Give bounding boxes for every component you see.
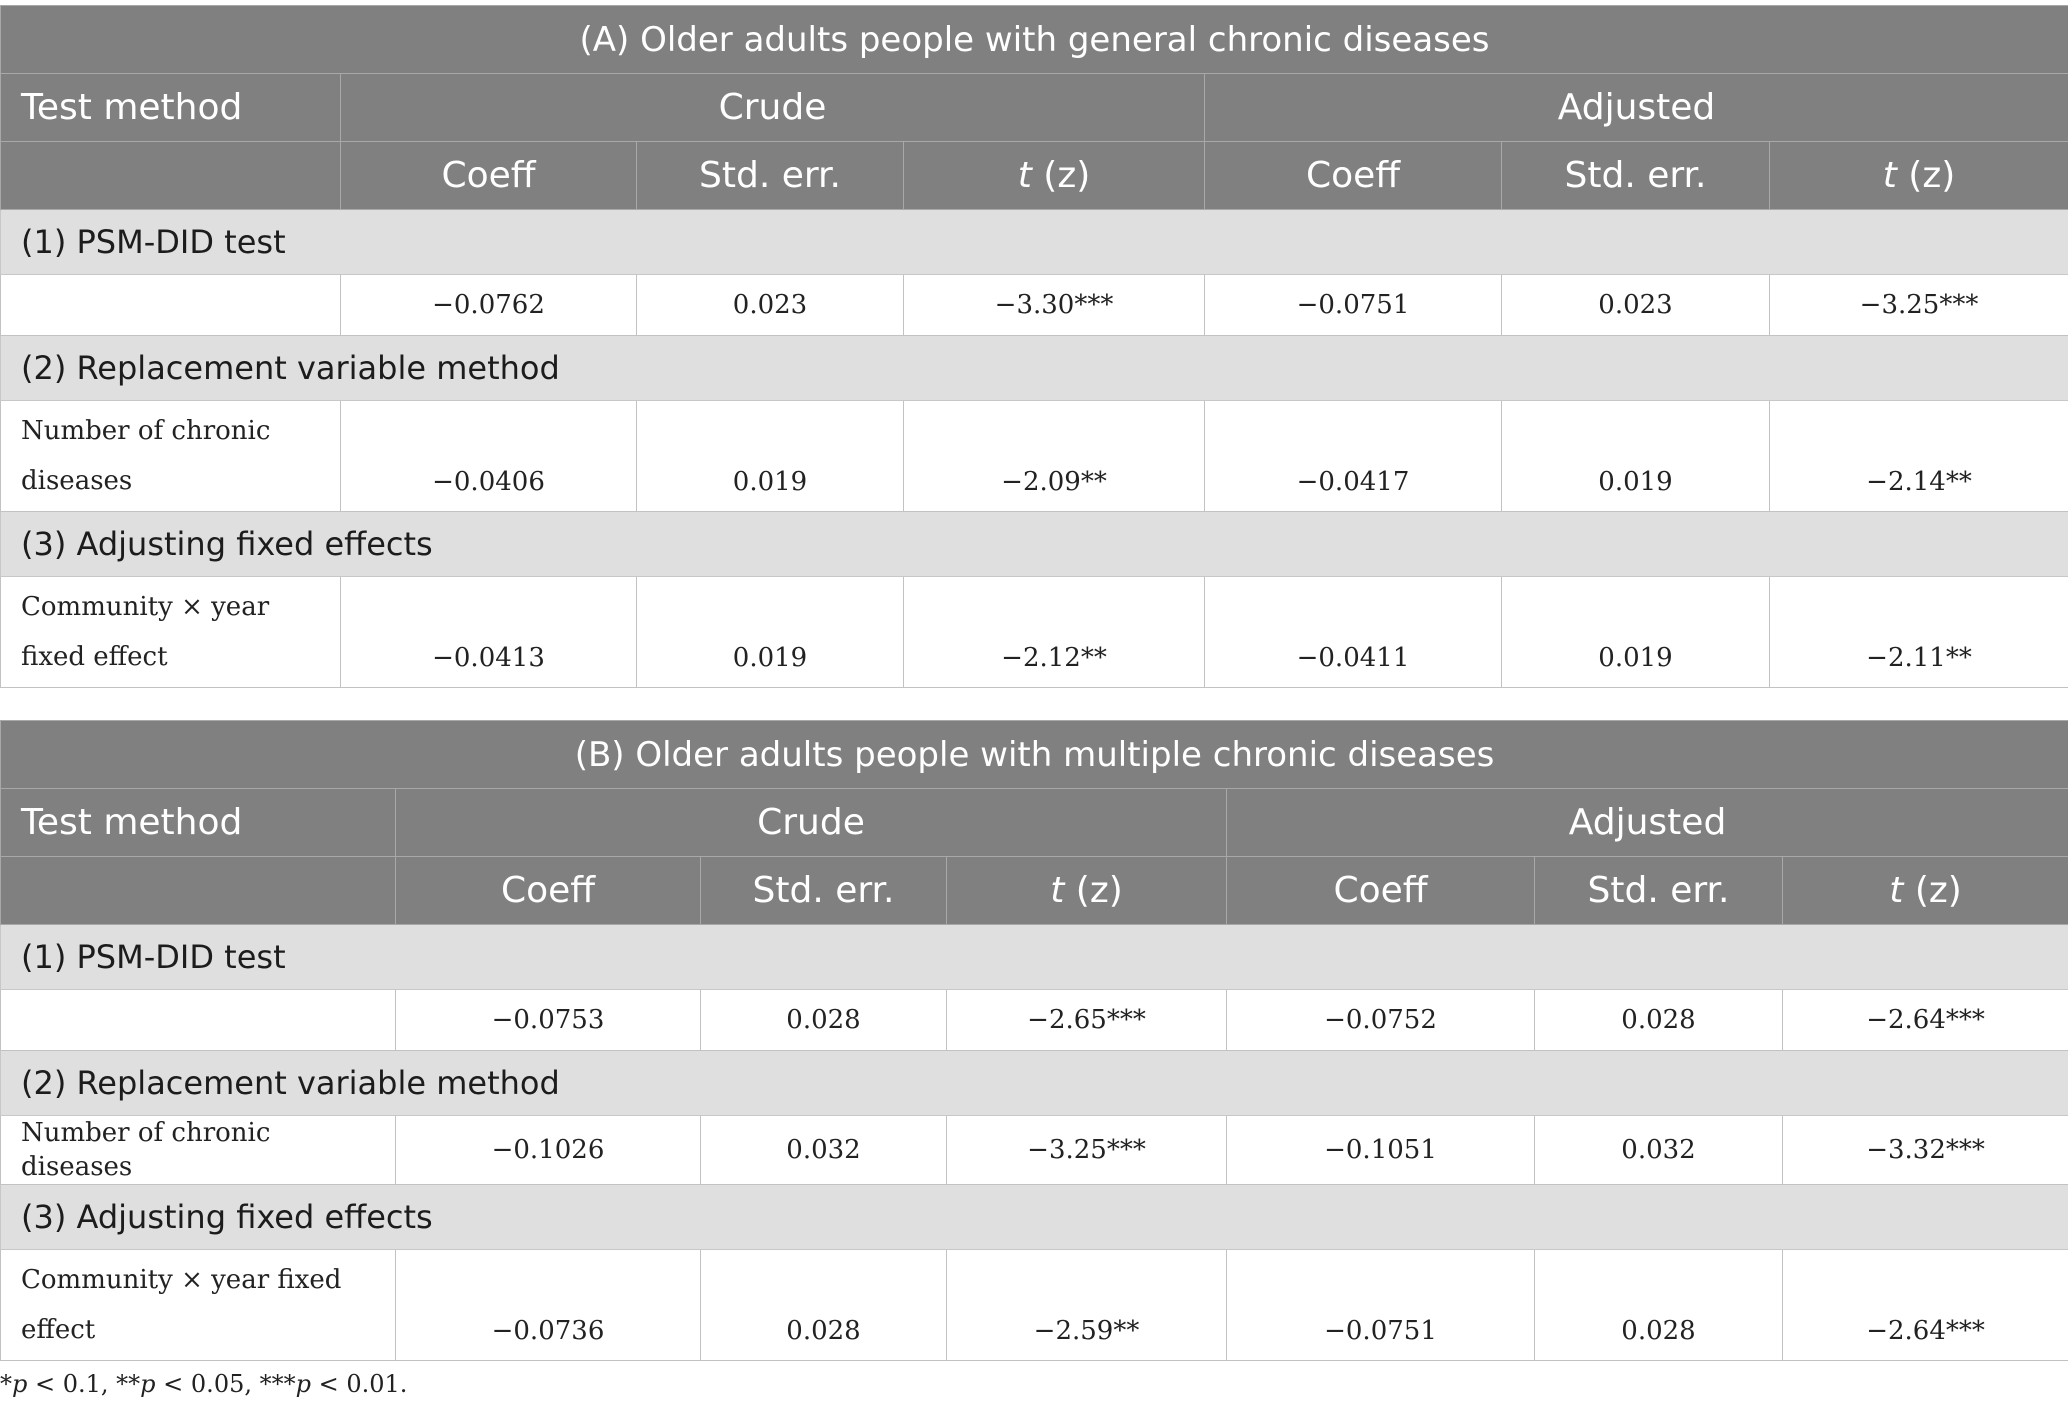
adjusted-t: −2.11** [1768,576,2068,688]
adjusted-std-err: 0.028 [1534,989,1783,1051]
crude-t: −2.12** [903,576,1205,688]
adjusted-coeff: −0.0751 [1226,1249,1535,1361]
coeff-header: Coeff [1226,856,1535,925]
z-label: (z) [1043,155,1091,196]
adjusted-t: −2.14** [1768,400,2068,512]
crude-coeff: −0.0753 [395,989,701,1051]
crude-std-err: 0.019 [636,576,904,688]
table-row: Community × year fixed effect −0.0736 0.… [0,1249,2068,1361]
adjusted-coeff: −0.0752 [1226,989,1535,1051]
crude-coeff: −0.0762 [340,274,637,336]
z-label: (z) [1908,155,1956,196]
adjusted-std-err: 0.019 [1501,576,1770,688]
t-z-header: t (z) [1781,856,2068,925]
std-err-header: Std. err. [636,141,904,210]
table-row: Number of chronic diseases −0.1026 0.032… [0,1115,2068,1185]
std-err-header: Std. err. [700,856,947,925]
std-err-header: Std. err. [1501,141,1770,210]
adjusted-std-err: 0.023 [1501,274,1770,336]
coeff-header: Coeff [340,141,637,210]
footnote-p: p [295,1370,311,1398]
adjusted-std-err: 0.032 [1534,1115,1783,1185]
empty-header-cell [0,856,396,925]
section-label: (1) PSM-DID test [0,209,2068,275]
crude-coeff: −0.0406 [340,400,637,512]
t-z-header: t (z) [903,141,1205,210]
crude-t: −2.09** [903,400,1205,512]
t-label: t [1882,155,1897,196]
crude-t: −2.59** [946,1249,1227,1361]
adjusted-coeff: −0.0417 [1204,400,1502,512]
crude-coeff: −0.1026 [395,1115,701,1185]
section-label: (3) Adjusting fixed effects [0,511,2068,577]
std-err-header: Std. err. [1534,856,1783,925]
table-title: (A) Older adults people with general chr… [0,5,2068,74]
row-label: Community × year fixed effect [0,576,341,688]
adjusted-coeff: −0.1051 [1226,1115,1535,1185]
footnote-part: * [0,1370,12,1398]
t-z-header: t (z) [946,856,1227,925]
table-row: Number of chronic diseases −0.0406 0.019… [0,400,2068,512]
crude-std-err: 0.019 [636,400,904,512]
t-label: t [1050,870,1065,911]
crude-std-err: 0.028 [700,989,947,1051]
table-row: −0.0753 0.028 −2.65*** −0.0752 0.028 −2.… [0,989,2068,1051]
row-label: Number of chronic diseases [0,1115,396,1185]
row-label [0,989,396,1051]
adjusted-std-err: 0.028 [1534,1249,1783,1361]
table-row: −0.0762 0.023 −3.30*** −0.0751 0.023 −3.… [0,274,2068,336]
crude-t: −3.25*** [946,1115,1227,1185]
t-z-header: t (z) [1768,141,2068,210]
coeff-header: Coeff [395,856,701,925]
crude-std-err: 0.023 [636,274,904,336]
test-method-header: Test method [0,73,341,142]
row-label [0,274,341,336]
crude-header: Crude [395,788,1227,857]
coeff-header: Coeff [1204,141,1502,210]
section-label: (2) Replacement variable method [0,1050,2068,1116]
z-label: (z) [1914,870,1962,911]
footnote-part: < 0.1, ** [27,1370,141,1398]
crude-header: Crude [340,73,1205,142]
crude-coeff: −0.0736 [395,1249,701,1361]
crude-std-err: 0.028 [700,1249,947,1361]
t-label: t [1017,155,1032,196]
t-label: t [1889,870,1904,911]
crude-std-err: 0.032 [700,1115,947,1185]
table-row: Community × year fixed effect −0.0413 0.… [0,576,2068,688]
adjusted-t: −2.64*** [1781,989,2068,1051]
test-method-header: Test method [0,788,396,857]
footnote-part: < 0.05, *** [155,1370,296,1398]
table-title: (B) Older adults people with multiple ch… [0,720,2068,789]
footnote-part: < 0.01. [310,1370,408,1398]
results-table-a: (A) Older adults people with general chr… [0,5,2068,688]
section-label: (1) PSM-DID test [0,924,2068,990]
adjusted-coeff: −0.0411 [1204,576,1502,688]
empty-header-cell [0,141,341,210]
results-table-b: (B) Older adults people with multiple ch… [0,720,2068,1361]
adjusted-std-err: 0.019 [1501,400,1770,512]
adjusted-t: −2.64*** [1781,1249,2068,1361]
adjusted-t: −3.32*** [1781,1115,2068,1185]
z-label: (z) [1075,870,1123,911]
adjusted-header: Adjusted [1225,788,2068,857]
adjusted-t: −3.25*** [1768,274,2068,336]
footnote-p: p [12,1370,28,1398]
row-label: Community × year fixed effect [0,1249,396,1361]
crude-t: −2.65*** [946,989,1227,1051]
crude-coeff: −0.0413 [340,576,637,688]
section-label: (3) Adjusting fixed effects [0,1184,2068,1250]
footnote-p: p [140,1370,156,1398]
adjusted-header: Adjusted [1203,73,2068,142]
row-label: Number of chronic diseases [0,400,341,512]
significance-footnote: *p < 0.1, **p < 0.05, ***p < 0.01. [0,1370,407,1398]
adjusted-coeff: −0.0751 [1204,274,1502,336]
section-label: (2) Replacement variable method [0,335,2068,401]
crude-t: −3.30*** [903,274,1205,336]
